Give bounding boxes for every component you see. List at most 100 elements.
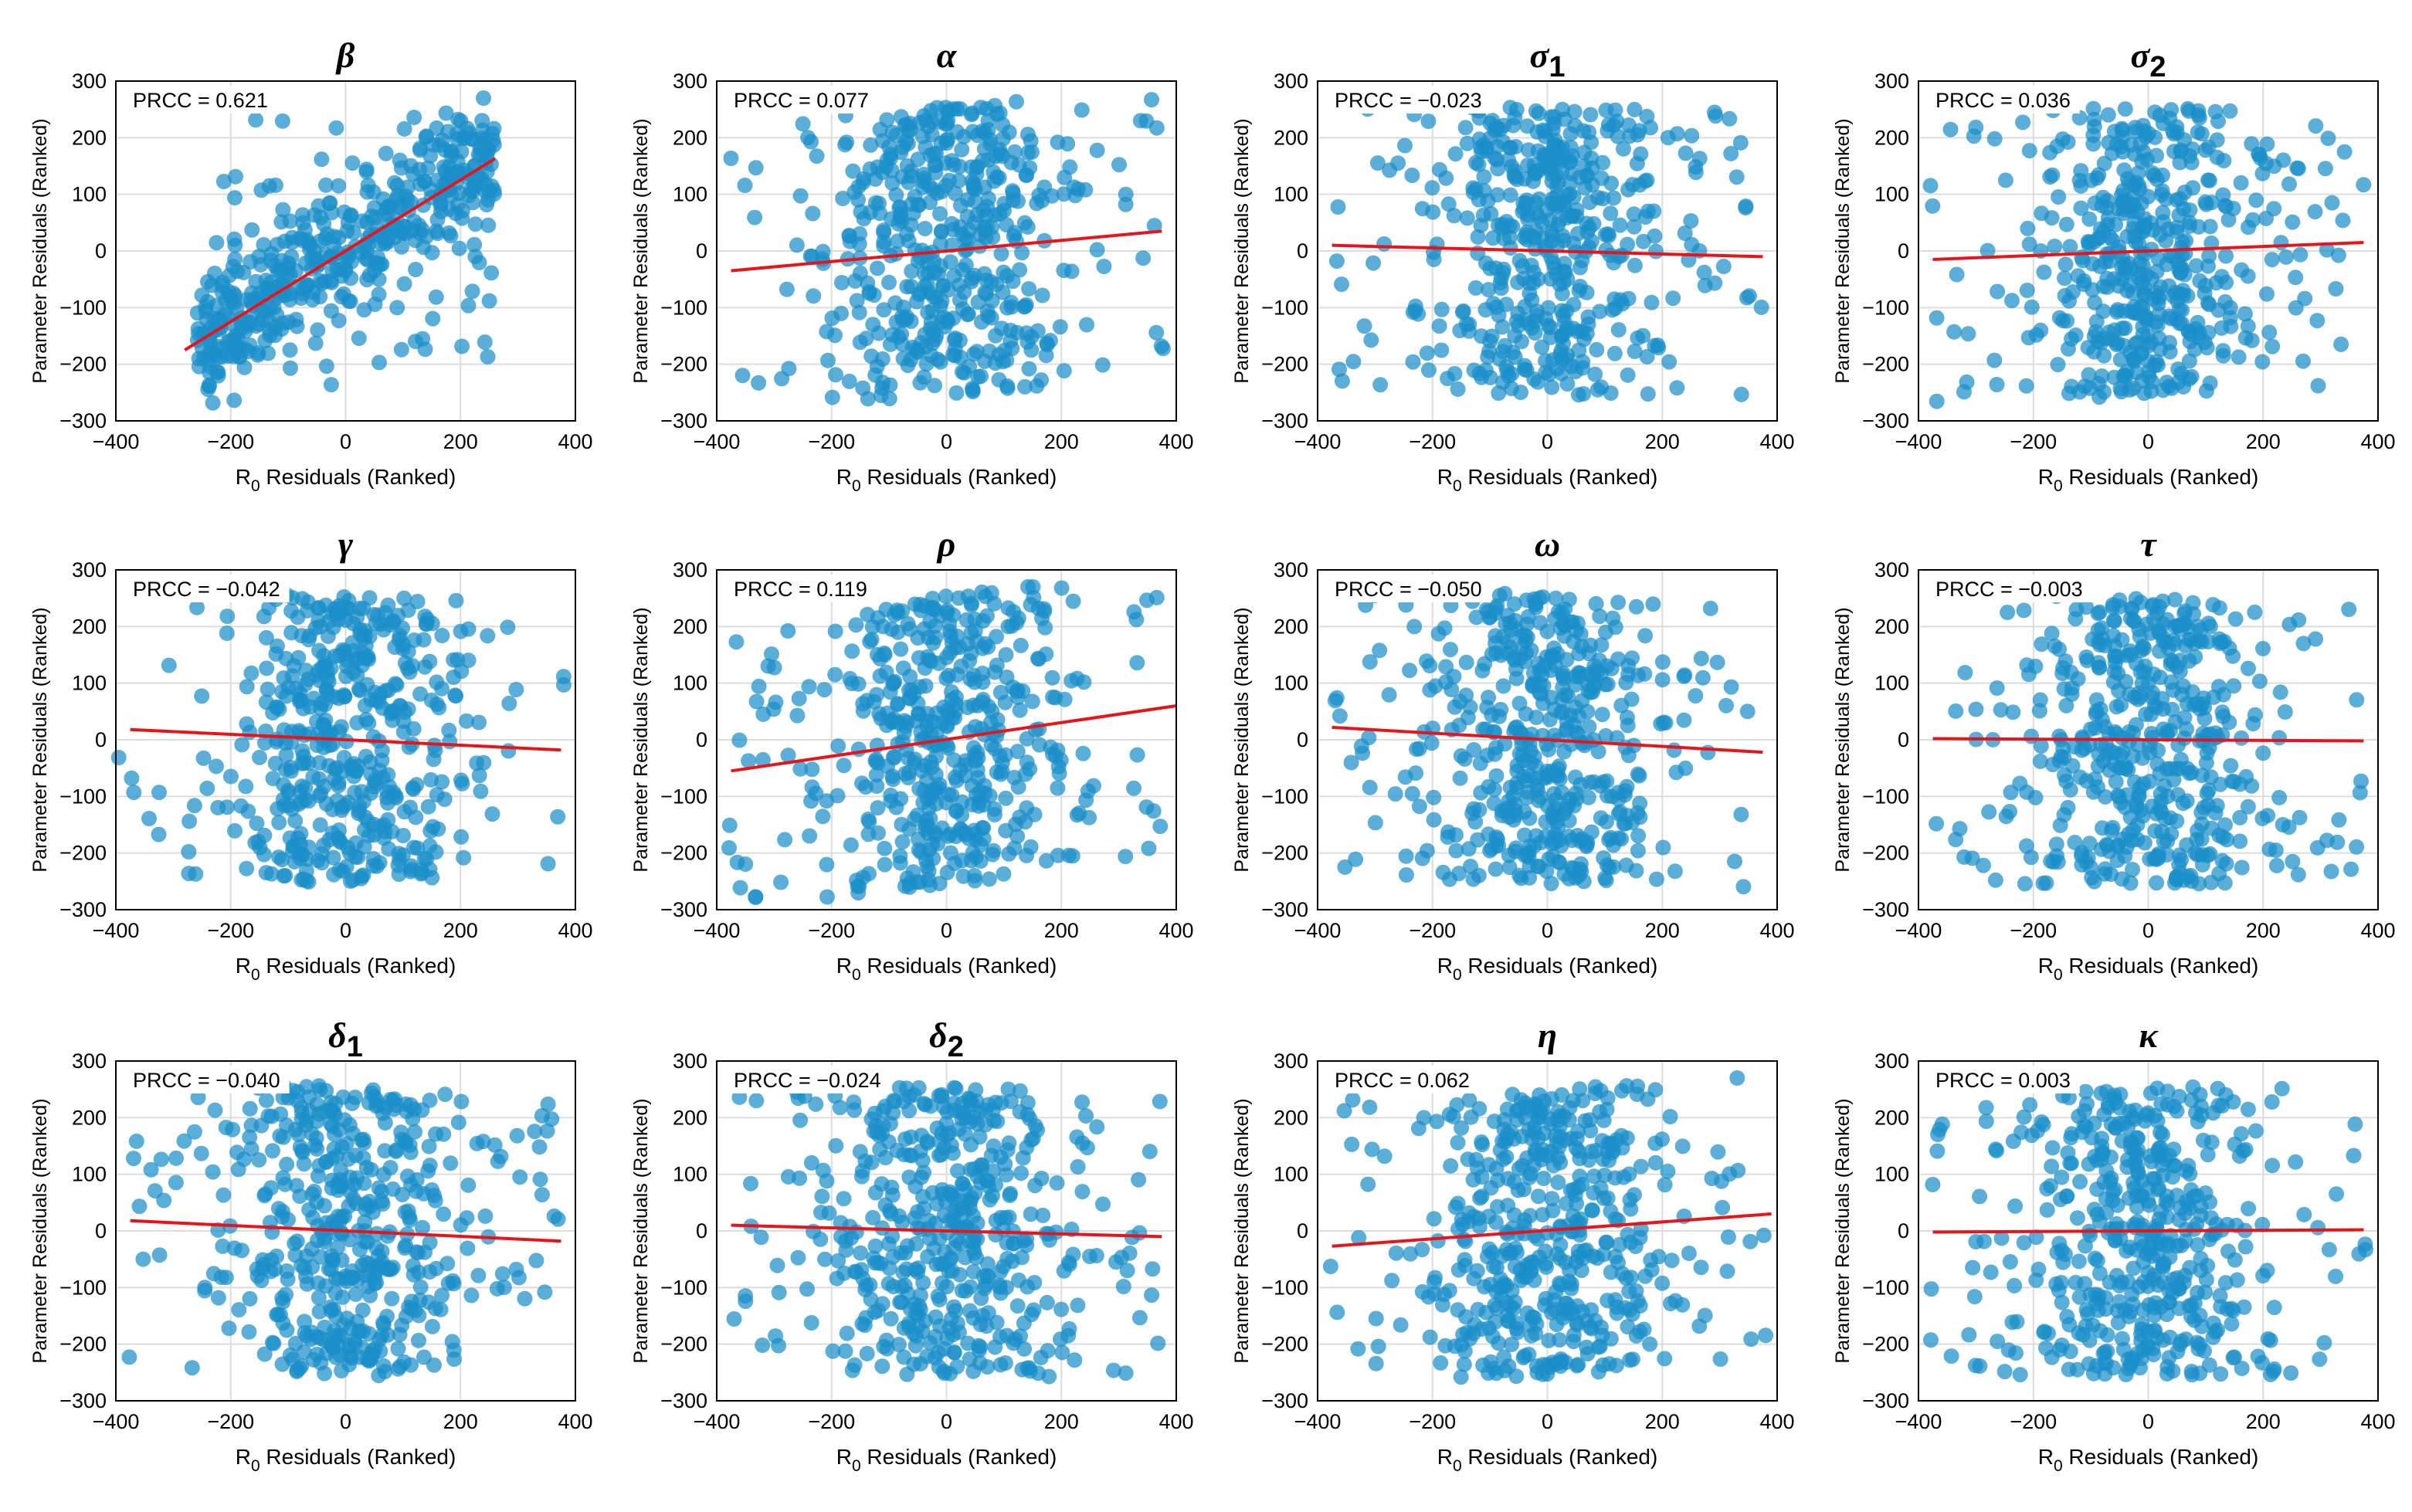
data-point [2020,283,2035,298]
data-point [2044,210,2060,225]
data-point [1016,1315,1032,1331]
data-point [1534,339,1549,354]
data-point [403,864,419,880]
data-point [1149,120,1165,136]
y-tick-label: 100 [673,672,707,695]
data-point [2308,632,2323,647]
data-point [1329,253,1345,269]
data-point [1535,215,1550,230]
data-point [1695,670,1711,686]
x-axis-label: R0 Residuals (Ranked) [836,465,1057,495]
panel-title: ω [1535,524,1560,564]
data-point [2114,384,2129,399]
data-point [2137,835,2152,850]
data-point [1370,155,1386,171]
data-point [1500,608,1515,623]
data-point [285,668,300,683]
data-point [1512,696,1528,711]
prcc-label: PRCC = −0.050 [1335,578,1482,601]
data-point [893,856,908,871]
data-point [477,334,493,350]
data-point [731,733,747,748]
data-point [251,1152,266,1168]
data-point [1722,111,1737,127]
data-point [1004,619,1019,634]
data-point [326,1302,341,1317]
data-point [290,1093,305,1108]
data-point [830,738,846,754]
data-point [484,126,500,141]
data-point [1023,597,1039,612]
data-point [2264,252,2280,267]
data-point [312,289,327,304]
data-point [819,793,834,809]
data-point [1644,295,1660,310]
data-point [500,743,516,758]
data-point [422,1139,437,1154]
data-point [1116,1279,1131,1294]
y-tick-label: −300 [1261,409,1308,432]
data-point [2022,236,2037,252]
data-point [2094,842,2109,857]
data-point [987,1340,1002,1355]
data-point [836,758,852,773]
data-point [1459,655,1474,670]
data-point [2081,238,2097,253]
data-point [368,297,383,312]
data-point [2038,876,2054,891]
data-point [2012,776,2027,792]
data-point [2197,711,2213,727]
data-point [899,117,914,133]
data-point [1678,225,1693,241]
data-point [2047,239,2062,254]
y-axis-label: Parameter Residuals (Ranked) [1832,607,1854,872]
panel-title: α [937,36,958,75]
data-point [1532,663,1548,679]
prcc-label: PRCC = 0.621 [133,89,268,112]
data-point [1017,379,1033,395]
data-point [2019,839,2034,854]
data-point [1528,103,1544,119]
data-point [402,800,418,815]
data-point [1960,326,1976,341]
data-point [805,206,820,222]
data-point [2034,636,2049,652]
data-point [2178,233,2193,249]
data-point [512,1169,528,1185]
data-point [1440,824,1456,839]
data-point [1526,371,1542,387]
data-point [1463,700,1478,715]
data-point [219,625,235,641]
data-point [1542,712,1558,727]
data-point [2119,283,2135,298]
x-tick-label: 400 [2360,919,2395,942]
data-point [205,1165,221,1180]
data-point [993,1150,1009,1165]
data-point [269,1307,284,1322]
data-point [938,133,954,148]
data-point [350,668,365,683]
data-point [227,252,243,267]
data-point [913,724,928,740]
data-point [356,1175,371,1191]
data-point [1489,768,1505,784]
data-point [1532,615,1548,630]
data-point [1518,313,1533,328]
data-point [422,1235,438,1250]
data-point [900,158,915,174]
data-point [809,148,825,164]
y-tick-label: −200 [59,353,107,376]
data-point [363,785,378,801]
data-point [1019,334,1035,350]
data-point [1608,300,1623,316]
data-point [1556,744,1572,760]
data-point [476,90,491,106]
panel-title: σ2 [2131,36,2166,83]
data-point [1708,108,1723,124]
data-point [2268,842,2284,858]
data-point [239,861,254,876]
data-point [2288,270,2303,285]
